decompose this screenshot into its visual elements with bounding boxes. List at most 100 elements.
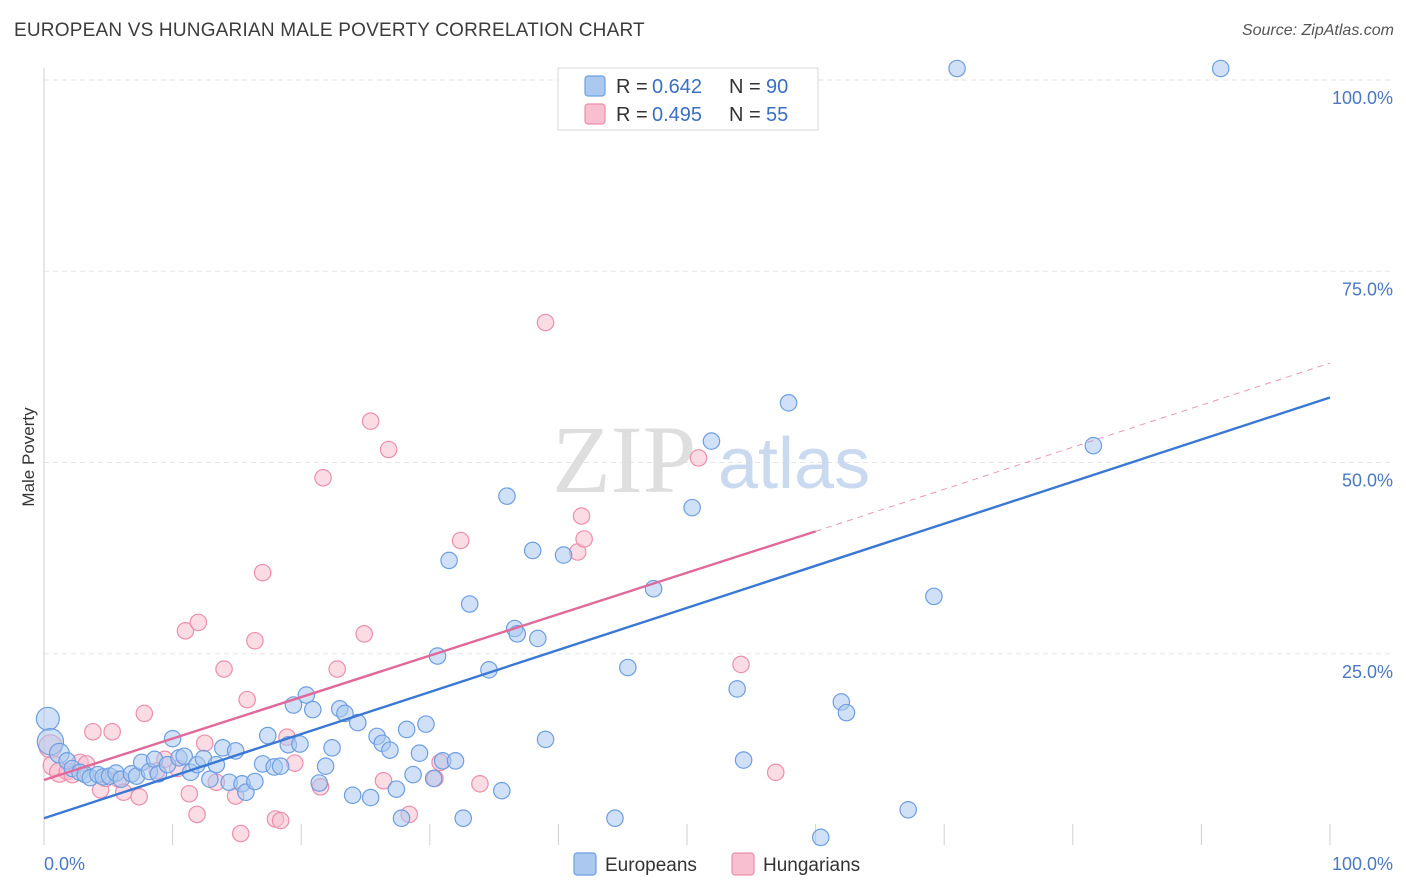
x-tick-labels: 0.0% 100.0% bbox=[44, 854, 1393, 874]
hungarians-point bbox=[246, 631, 264, 650]
chart-title: EUROPEAN VS HUNGARIAN MALE POVERTY CORRE… bbox=[14, 20, 645, 41]
europeans-point bbox=[837, 703, 856, 722]
europeans-point bbox=[523, 541, 542, 560]
legend-europeans-n-label: N = bbox=[729, 76, 766, 98]
europeans-point bbox=[899, 801, 917, 819]
europeans-point bbox=[529, 629, 547, 648]
hungarians-point bbox=[176, 621, 195, 640]
europeans-point bbox=[498, 487, 516, 505]
europeans-point bbox=[361, 788, 380, 807]
bottom-legend: Europeans Hungarians bbox=[573, 852, 860, 876]
europeans-point bbox=[397, 720, 416, 739]
europeans-point bbox=[493, 781, 511, 800]
europeans-point bbox=[683, 498, 701, 517]
europeans-point bbox=[554, 546, 573, 564]
legend-europeans-n-value: 90 bbox=[766, 76, 788, 98]
legend-hungarians-swatch bbox=[584, 103, 606, 125]
y-tick-label: 25.0% bbox=[1342, 662, 1393, 682]
europeans-point bbox=[811, 828, 830, 847]
europeans-point bbox=[619, 658, 637, 677]
legend-europeans-r-value: 0.642 bbox=[652, 76, 702, 98]
europeans-point bbox=[310, 774, 329, 792]
bottom-legend-hungarians-swatch bbox=[731, 852, 755, 876]
europeans-point bbox=[246, 772, 264, 791]
hungarians-point bbox=[451, 531, 470, 550]
europeans-point bbox=[424, 769, 443, 788]
europeans-point bbox=[702, 432, 721, 450]
hungarians-point bbox=[536, 313, 555, 332]
europeans-point bbox=[201, 770, 219, 789]
x-tick-label: 100.0% bbox=[1332, 854, 1393, 874]
europeans-point bbox=[948, 59, 966, 78]
europeans-trend-line bbox=[43, 396, 1331, 820]
europeans-point bbox=[454, 809, 473, 828]
europeans-point bbox=[387, 780, 406, 798]
europeans-point bbox=[404, 765, 422, 784]
europeans-point bbox=[343, 786, 362, 805]
europeans-point bbox=[410, 744, 429, 762]
hungarians-point bbox=[215, 660, 233, 678]
hungarians-point bbox=[689, 449, 708, 467]
bottom-legend-europeans-label: Europeans bbox=[605, 855, 697, 876]
legend-europeans-r-label: R = bbox=[616, 76, 653, 98]
grid-lines bbox=[44, 79, 1392, 655]
hungarians-trend-line bbox=[43, 530, 816, 782]
hungarians-trend-extension bbox=[815, 362, 1331, 532]
europeans-points bbox=[35, 59, 1230, 847]
hungarians-point bbox=[135, 704, 154, 723]
x-tick-label: 0.0% bbox=[44, 854, 85, 874]
europeans-point bbox=[303, 700, 322, 719]
hungarians-point bbox=[130, 788, 148, 806]
hungarians-point bbox=[195, 734, 214, 753]
hungarians-point bbox=[328, 660, 347, 678]
hungarians-point bbox=[84, 722, 102, 741]
hungarians-point bbox=[180, 784, 199, 803]
europeans-point bbox=[258, 726, 277, 745]
legend-europeans-swatch bbox=[584, 75, 606, 97]
hungarians-point bbox=[766, 763, 785, 782]
hungarians-point bbox=[374, 771, 393, 790]
legend-hungarians-r-label: R = bbox=[616, 104, 653, 126]
europeans-point bbox=[606, 809, 624, 828]
hungarians-point bbox=[314, 468, 332, 487]
europeans-point bbox=[381, 741, 399, 759]
europeans-point bbox=[536, 730, 555, 749]
legend-hungarians-r-value: 0.495 bbox=[652, 104, 702, 126]
europeans-point bbox=[175, 747, 193, 766]
hungarians-point bbox=[471, 774, 489, 793]
europeans-point bbox=[291, 735, 309, 753]
bottom-legend-europeans-swatch bbox=[573, 852, 597, 876]
hungarians-point bbox=[732, 655, 750, 674]
europeans-point bbox=[779, 394, 798, 412]
bottom-legend-hungarians-label: Hungarians bbox=[763, 855, 860, 876]
legend-hungarians-n-value: 55 bbox=[766, 104, 788, 126]
hungarians-point bbox=[572, 507, 591, 525]
europeans-point bbox=[734, 751, 753, 769]
y-tick-label: 100.0% bbox=[1332, 88, 1393, 108]
europeans-point bbox=[35, 706, 60, 731]
europeans-point bbox=[440, 551, 458, 570]
y-tick-labels: 25.0% 50.0% 75.0% 100.0% bbox=[1332, 88, 1393, 682]
hungarians-point bbox=[238, 690, 256, 709]
europeans-point bbox=[392, 809, 411, 828]
y-tick-label: 75.0% bbox=[1342, 279, 1393, 299]
hungarians-point bbox=[103, 722, 121, 741]
y-tick-label: 50.0% bbox=[1342, 471, 1393, 491]
hungarians-point bbox=[355, 625, 374, 643]
europeans-point bbox=[417, 715, 435, 733]
europeans-point bbox=[323, 739, 341, 757]
hungarians-point bbox=[231, 824, 250, 843]
hungarians-point bbox=[271, 811, 290, 830]
hungarians-point bbox=[379, 440, 398, 459]
trend-lines bbox=[43, 362, 1331, 820]
europeans-point bbox=[446, 752, 465, 770]
watermark-zip: ZIP bbox=[552, 406, 696, 513]
hungarians-point bbox=[361, 412, 380, 430]
hungarians-point bbox=[575, 530, 593, 548]
watermark-atlas: atlas bbox=[718, 424, 870, 504]
source-credit: Source: ZipAtlas.com bbox=[1241, 22, 1394, 39]
legend-hungarians-n-label: N = bbox=[729, 104, 766, 126]
watermark: ZIP atlas bbox=[552, 406, 870, 513]
hungarians-point bbox=[253, 563, 272, 582]
